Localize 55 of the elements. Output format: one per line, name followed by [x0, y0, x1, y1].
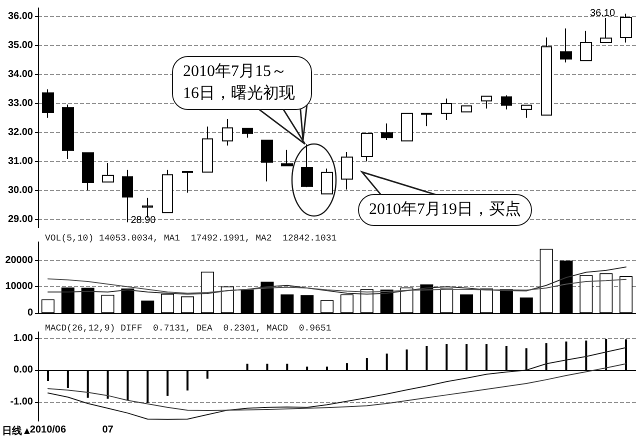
- y-tick-label: 32.00: [8, 126, 34, 138]
- candlestick: [341, 152, 353, 190]
- annotation: 36.10: [590, 8, 616, 19]
- candlestick: [281, 149, 293, 166]
- y-tick-label: 30.00: [8, 184, 34, 196]
- line-series: [47, 266, 627, 295]
- candlestick: [122, 169, 133, 223]
- candlestick: [261, 140, 273, 182]
- candlestick: [381, 123, 393, 140]
- y-tick-label: 29.00: [8, 214, 34, 225]
- y-tick-label: 34.00: [8, 69, 34, 80]
- y-tick-label: 33.00: [8, 98, 34, 110]
- candlestick: [62, 104, 74, 160]
- y-tick-label: 36.00: [8, 11, 34, 22]
- x-tick-label: 2010/06: [30, 424, 66, 436]
- candlestick: [421, 112, 432, 127]
- candlestick: [401, 112, 413, 142]
- candlestick: [202, 126, 213, 173]
- candlestick: [560, 28, 572, 63]
- candlestick: [461, 105, 472, 112]
- candlestick: [501, 94, 512, 110]
- candlestick: [600, 18, 612, 43]
- line-series: [47, 278, 627, 294]
- line-series: [47, 363, 627, 412]
- candlestick: [441, 98, 452, 121]
- candlestick: [481, 96, 492, 109]
- annotation: 2010年7月19日，买点: [358, 194, 532, 226]
- candlestick: [620, 13, 632, 43]
- y-tick-label: 31.00: [8, 156, 34, 167]
- y-tick-label: 10000: [5, 281, 34, 292]
- candlestick: [580, 30, 592, 62]
- chart-title: VOL(5,10) 14053.0034, MA1 17492.1991, MA2 12842.1031: [45, 234, 337, 244]
- y-tick-label: -1.00: [10, 396, 34, 408]
- y-tick-label: 0.00: [14, 364, 34, 376]
- annotation: 2010年7月15～16日，曙光初现: [172, 56, 312, 110]
- candlestick: [102, 162, 114, 182]
- candlestick: [222, 118, 233, 146]
- candlestick: [541, 37, 552, 116]
- y-tick-label: 20000: [5, 254, 34, 266]
- candlestick: [82, 152, 94, 191]
- y-tick-label: 0: [27, 308, 34, 318]
- candlestick: [301, 144, 313, 188]
- annotation: 28.90: [130, 215, 156, 226]
- candlestick: [242, 128, 253, 138]
- x-tick-label: 07: [102, 424, 114, 436]
- candlestick: [42, 88, 54, 118]
- y-tick-label: 35.00: [8, 40, 34, 52]
- y-tick-label: 1.00: [14, 332, 34, 344]
- candlestick: [361, 132, 373, 162]
- candlestick: [521, 104, 532, 118]
- candlestick: [162, 169, 173, 214]
- chart-title: MACD(26,12,9) DIFF 0.7131, DEA 0.2301, MACD 0.9651: [45, 324, 332, 334]
- candlestick: [182, 171, 193, 194]
- candlestick: [321, 168, 333, 194]
- line-series: [47, 347, 627, 420]
